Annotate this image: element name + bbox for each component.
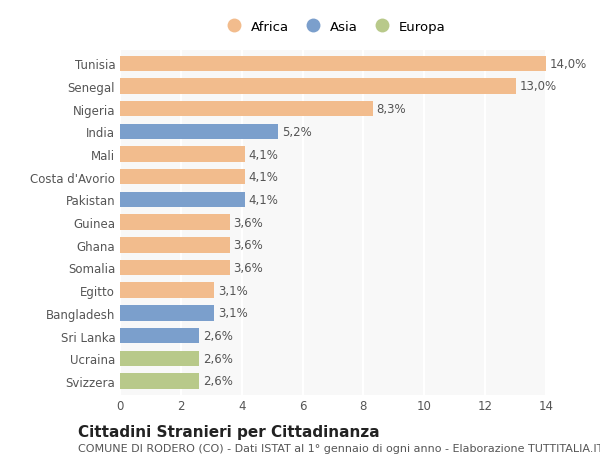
Text: 5,2%: 5,2% [282, 126, 311, 139]
Text: 4,1%: 4,1% [248, 148, 278, 161]
Text: 4,1%: 4,1% [248, 194, 278, 207]
Bar [120, 351, 199, 366]
Bar [120, 215, 230, 230]
Text: 8,3%: 8,3% [376, 103, 406, 116]
Bar [120, 170, 245, 185]
Bar [120, 79, 515, 95]
Text: 3,6%: 3,6% [233, 216, 263, 229]
Bar [120, 56, 546, 72]
Text: 4,1%: 4,1% [248, 171, 278, 184]
Text: 3,1%: 3,1% [218, 284, 248, 297]
Text: 3,6%: 3,6% [233, 262, 263, 274]
Bar [120, 147, 245, 162]
Bar [120, 238, 230, 253]
Text: 2,6%: 2,6% [203, 330, 233, 342]
Bar [120, 306, 214, 321]
Text: Cittadini Stranieri per Cittadinanza: Cittadini Stranieri per Cittadinanza [78, 425, 380, 440]
Bar [120, 260, 230, 275]
Bar [120, 374, 199, 389]
Text: 3,1%: 3,1% [218, 307, 248, 319]
Text: 14,0%: 14,0% [550, 57, 587, 71]
Text: 2,6%: 2,6% [203, 352, 233, 365]
Legend: Africa, Asia, Europa: Africa, Asia, Europa [215, 16, 451, 39]
Bar [120, 283, 214, 298]
Bar [120, 124, 278, 140]
Text: COMUNE DI RODERO (CO) - Dati ISTAT al 1° gennaio di ogni anno - Elaborazione TUT: COMUNE DI RODERO (CO) - Dati ISTAT al 1°… [78, 443, 600, 453]
Text: 3,6%: 3,6% [233, 239, 263, 252]
Bar [120, 192, 245, 207]
Bar [120, 102, 373, 117]
Text: 13,0%: 13,0% [519, 80, 556, 93]
Text: 2,6%: 2,6% [203, 375, 233, 388]
Bar [120, 328, 199, 343]
